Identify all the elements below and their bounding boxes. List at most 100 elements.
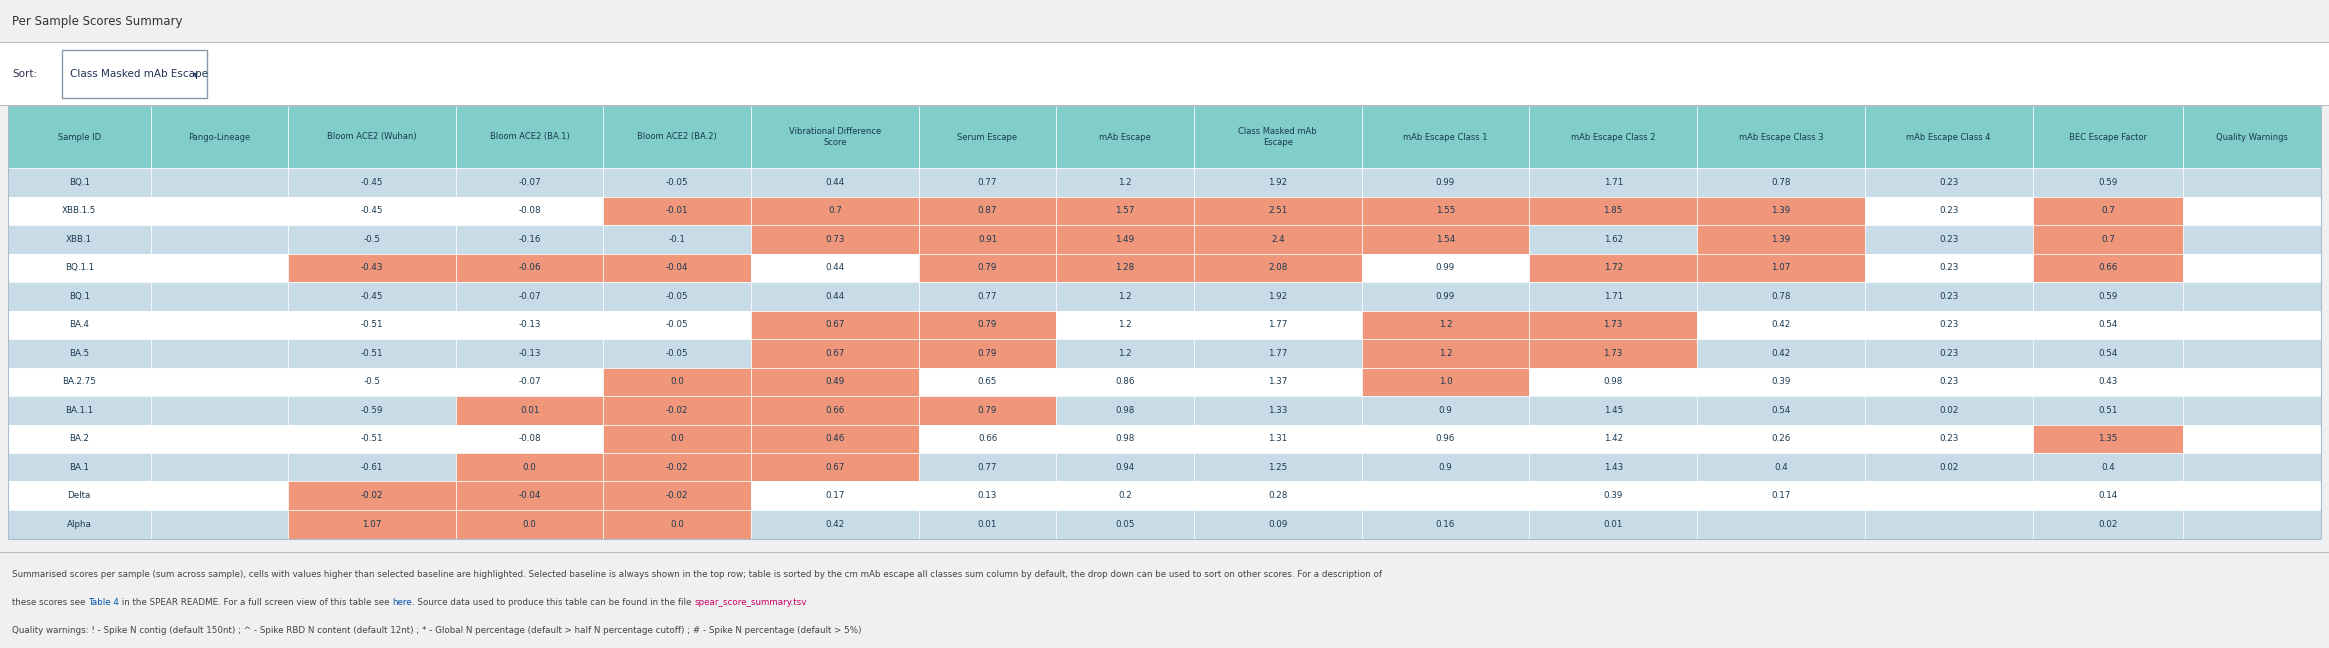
Text: 0.01: 0.01 xyxy=(519,406,540,415)
Text: 1.77: 1.77 xyxy=(1267,320,1288,329)
Text: in the SPEAR README. For a full screen view of this table see: in the SPEAR README. For a full screen v… xyxy=(119,598,391,607)
Text: -0.01: -0.01 xyxy=(666,206,689,215)
Bar xyxy=(7,282,151,310)
Bar xyxy=(456,282,603,310)
Bar xyxy=(2185,196,2322,225)
Text: 0.23: 0.23 xyxy=(1940,320,1959,329)
Text: -0.16: -0.16 xyxy=(519,235,540,244)
Text: 0.23: 0.23 xyxy=(1940,206,1959,215)
Bar xyxy=(1057,282,1195,310)
Text: BQ.1: BQ.1 xyxy=(70,292,91,301)
Text: -0.51: -0.51 xyxy=(361,320,384,329)
Bar xyxy=(2185,106,2322,168)
Bar xyxy=(918,396,1057,424)
Text: 0.02: 0.02 xyxy=(1940,463,1959,472)
Text: 0.0: 0.0 xyxy=(671,434,685,443)
Bar xyxy=(289,253,456,282)
Text: Serum Escape: Serum Escape xyxy=(957,132,1018,141)
Bar xyxy=(1866,196,2033,225)
Text: Summarised scores per sample (sum across sample), cells with values higher than : Summarised scores per sample (sum across… xyxy=(12,570,1381,579)
Bar xyxy=(7,196,151,225)
Text: 1.42: 1.42 xyxy=(1605,434,1623,443)
Bar xyxy=(918,196,1057,225)
Bar xyxy=(1057,253,1195,282)
Bar xyxy=(1530,282,1698,310)
Text: mAb Escape Class 3: mAb Escape Class 3 xyxy=(1737,132,1824,141)
Text: -0.07: -0.07 xyxy=(519,292,540,301)
Bar xyxy=(1195,510,1362,538)
Bar xyxy=(918,453,1057,481)
Bar xyxy=(289,510,456,538)
Bar xyxy=(2033,367,2185,396)
Bar xyxy=(2185,225,2322,253)
Bar xyxy=(456,196,603,225)
Text: 0.49: 0.49 xyxy=(824,377,845,386)
Bar xyxy=(918,339,1057,367)
Text: 2.51: 2.51 xyxy=(1267,206,1288,215)
Text: BA.2: BA.2 xyxy=(70,434,89,443)
Text: 0.39: 0.39 xyxy=(1602,491,1623,500)
Bar xyxy=(1698,282,1866,310)
Bar xyxy=(2185,453,2322,481)
Bar xyxy=(1195,196,1362,225)
Text: 0.26: 0.26 xyxy=(1772,434,1791,443)
Bar xyxy=(7,106,2322,538)
Text: -0.08: -0.08 xyxy=(519,206,540,215)
Bar xyxy=(2033,396,2185,424)
Text: 1.92: 1.92 xyxy=(1269,292,1288,301)
Text: 2.4: 2.4 xyxy=(1272,235,1286,244)
Bar xyxy=(2185,310,2322,339)
Bar xyxy=(7,453,151,481)
Text: 0.67: 0.67 xyxy=(824,349,845,358)
Bar xyxy=(750,106,918,168)
Text: -0.02: -0.02 xyxy=(361,491,384,500)
Bar xyxy=(750,196,918,225)
Text: -0.02: -0.02 xyxy=(666,406,689,415)
Bar xyxy=(1195,253,1362,282)
Text: -0.07: -0.07 xyxy=(519,178,540,187)
Bar xyxy=(151,106,289,168)
Text: 1.07: 1.07 xyxy=(1772,263,1791,272)
Bar xyxy=(918,510,1057,538)
Text: 0.42: 0.42 xyxy=(1772,320,1791,329)
Text: 0.98: 0.98 xyxy=(1116,406,1134,415)
Text: 1.43: 1.43 xyxy=(1605,463,1623,472)
Text: 0.51: 0.51 xyxy=(2098,406,2117,415)
Bar xyxy=(603,367,750,396)
Text: 1.71: 1.71 xyxy=(1605,178,1623,187)
Text: 1.39: 1.39 xyxy=(1772,235,1791,244)
Text: mAb Escape Class 4: mAb Escape Class 4 xyxy=(1907,132,1991,141)
Bar xyxy=(918,282,1057,310)
Text: 0.98: 0.98 xyxy=(1602,377,1623,386)
Text: -0.59: -0.59 xyxy=(361,406,384,415)
Text: 0.73: 0.73 xyxy=(824,235,845,244)
Bar xyxy=(1195,453,1362,481)
Bar xyxy=(1057,481,1195,510)
Bar xyxy=(7,396,151,424)
Bar xyxy=(456,168,603,196)
Bar xyxy=(2033,424,2185,453)
Text: BEC Escape Factor: BEC Escape Factor xyxy=(2068,132,2147,141)
Bar xyxy=(750,253,918,282)
Text: Alpha: Alpha xyxy=(68,520,91,529)
Text: 0.0: 0.0 xyxy=(671,377,685,386)
Text: -0.07: -0.07 xyxy=(519,377,540,386)
Bar xyxy=(1866,367,2033,396)
Text: 0.09: 0.09 xyxy=(1267,520,1288,529)
Bar xyxy=(1362,106,1530,168)
Text: 0.42: 0.42 xyxy=(824,520,845,529)
Text: Quality Warnings: Quality Warnings xyxy=(2217,132,2287,141)
Bar xyxy=(1195,282,1362,310)
Text: -0.06: -0.06 xyxy=(519,263,540,272)
Text: -0.13: -0.13 xyxy=(519,320,540,329)
Text: 0.66: 0.66 xyxy=(824,406,845,415)
Text: -0.04: -0.04 xyxy=(519,491,540,500)
Text: XBB.1: XBB.1 xyxy=(65,235,93,244)
Text: -0.45: -0.45 xyxy=(361,292,384,301)
Bar xyxy=(1057,453,1195,481)
Text: -0.43: -0.43 xyxy=(361,263,384,272)
Text: 0.79: 0.79 xyxy=(978,263,997,272)
Text: 0.86: 0.86 xyxy=(1116,377,1134,386)
Text: 1.39: 1.39 xyxy=(1772,206,1791,215)
Text: 1.45: 1.45 xyxy=(1605,406,1623,415)
